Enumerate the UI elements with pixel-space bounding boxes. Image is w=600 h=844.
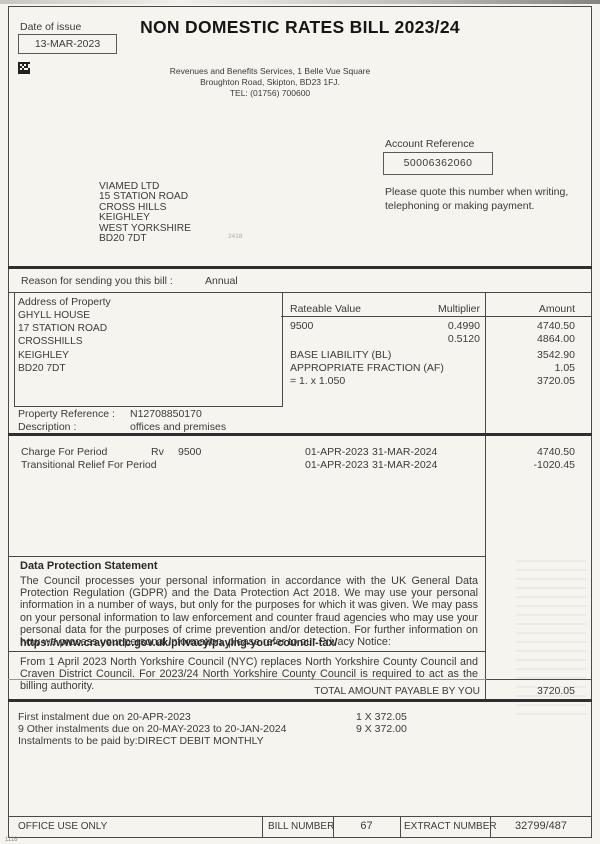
page-border — [8, 6, 592, 838]
print-mark: 2418 — [228, 233, 243, 240]
nyc-note: From 1 April 2023 North Yorkshire Counci… — [20, 656, 478, 693]
footer-print-mark: 1118 — [5, 837, 18, 843]
privacy-notice-link: https://www.cravendc.gov.uk/privacy/payi… — [20, 637, 338, 649]
base-liability-label: BASE LIABILITY (BL) — [290, 349, 392, 361]
property-address-line: KEIGHLEY — [18, 349, 69, 361]
account-note-line1: Please quote this number when writing, — [385, 186, 569, 198]
relief-period-label: Transitional Relief For Period — [21, 459, 157, 471]
amount-cell: 4740.50 — [537, 320, 575, 332]
addressee-line: BD20 7DT — [99, 232, 147, 244]
property-address-box — [14, 292, 283, 407]
reason-value: Annual — [205, 275, 238, 287]
charge-period-label: Charge For Period — [21, 446, 108, 458]
bill-number-value: 67 — [360, 820, 373, 832]
charge-rv-value: 9500 — [178, 446, 202, 458]
date-of-issue-label: Date of issue — [20, 21, 82, 33]
charge-period-from: 01-APR-2023 — [305, 446, 369, 458]
instalment-line2-value: 9 X 372.00 — [356, 723, 407, 735]
multiplier-header: Multiplier — [437, 303, 480, 315]
total-payable-label: TOTAL AMOUNT PAYABLE BY YOU — [314, 686, 480, 697]
rateable-value-header: Rateable Value — [290, 303, 362, 315]
addressee-line: CROSS HILLS — [99, 201, 167, 213]
account-reference-label: Account Reference — [385, 138, 475, 150]
reason-label: Reason for sending you this bill : — [21, 275, 173, 287]
addressee-line: WEST YORKSHIRE — [99, 222, 191, 234]
data-protection-body: The Council processes your personal info… — [20, 575, 478, 649]
relief-period-from: 01-APR-2023 — [305, 459, 369, 471]
charge-period-to: 31-MAR-2024 — [372, 446, 438, 458]
base-liability-amount: 3542.90 — [537, 349, 575, 361]
charge-amount: 4740.50 — [537, 446, 575, 458]
multiplier-cell: 0.5120 — [447, 333, 480, 345]
multiplier-cell: 0.4990 — [447, 320, 480, 332]
account-reference-box: 50006362060 — [383, 152, 493, 175]
appropriate-fraction-amount: 1.05 — [554, 362, 575, 374]
property-reference-label: Property Reference : — [18, 408, 115, 420]
instalment-line1-value: 1 X 372.05 — [356, 711, 407, 723]
extract-number-label: EXTRACT NUMBER — [404, 821, 497, 832]
amount-header: Amount — [538, 303, 575, 315]
bill-number-label: BILL NUMBER — [268, 821, 335, 832]
instalment-line2: 9 Other instalments due on 20-MAY-2023 t… — [18, 723, 287, 735]
extract-number-value: 32799/487 — [515, 820, 567, 832]
appropriate-fraction-label: APPROPRIATE FRACTION (AF) — [290, 362, 444, 374]
office-use-label: OFFICE USE ONLY — [18, 821, 108, 832]
description-value: offices and premises — [130, 421, 227, 433]
instalment-line1: First instalment due on 20-APR-2023 — [18, 711, 191, 723]
amount-cell: 4864.00 — [537, 333, 575, 345]
property-address-line: GHYLL HOUSE — [18, 310, 91, 321]
office-address-line1: Revenues and Benefits Services, 1 Belle … — [169, 66, 371, 76]
rateable-value-cell: 9500 — [290, 320, 314, 332]
property-reference-value: N12708850170 — [130, 408, 202, 420]
property-address-line: 17 STATION ROAD — [18, 323, 108, 335]
data-protection-heading: Data Protection Statement — [20, 560, 158, 572]
addressee-line: 15 STATION ROAD — [99, 191, 189, 203]
relief-period-to: 31-MAR-2024 — [372, 459, 438, 471]
account-note-line2: telephoning or making payment. — [385, 200, 535, 212]
scan-artifact-top — [0, 0, 600, 4]
office-address-line2: Broughton Road, Skipton, BD23 1FJ. — [200, 77, 340, 87]
account-reference-value: 50006362060 — [403, 157, 473, 169]
addressee-block: VIAMED LTD 15 STATION ROAD CROSS HILLS K… — [99, 181, 191, 244]
fraction-calc-amount: 3720.05 — [537, 375, 575, 387]
relief-amount: -1020.45 — [533, 459, 575, 471]
scan-artifact-right — [516, 560, 586, 720]
addressee-line: VIAMED LTD — [99, 181, 160, 192]
page-title: NON DOMESTIC RATES BILL 2023/24 — [140, 17, 460, 37]
datamatrix-icon — [18, 62, 30, 74]
charge-rv-label: Rv — [151, 446, 164, 458]
office-address-line3: TEL: (01756) 700600 — [229, 88, 311, 98]
fraction-calc-label: = 1. x 1.050 — [290, 375, 346, 387]
date-of-issue-box: 13-MAR-2023 — [18, 34, 117, 54]
description-label: Description : — [18, 421, 77, 433]
addressee-line: KEIGHLEY — [99, 212, 150, 224]
property-address-line: CROSSHILLS — [18, 336, 83, 348]
property-address-line: BD20 7DT — [18, 362, 66, 374]
property-address-label: Address of Property — [18, 296, 111, 308]
instalment-method: Instalments to be paid by:DIRECT DEBIT M… — [18, 735, 264, 747]
date-of-issue-value: 13-MAR-2023 — [34, 38, 101, 50]
total-payable-amount: 3720.05 — [537, 685, 575, 697]
property-address-block: GHYLL HOUSE 17 STATION ROAD CROSSHILLS K… — [18, 309, 107, 375]
